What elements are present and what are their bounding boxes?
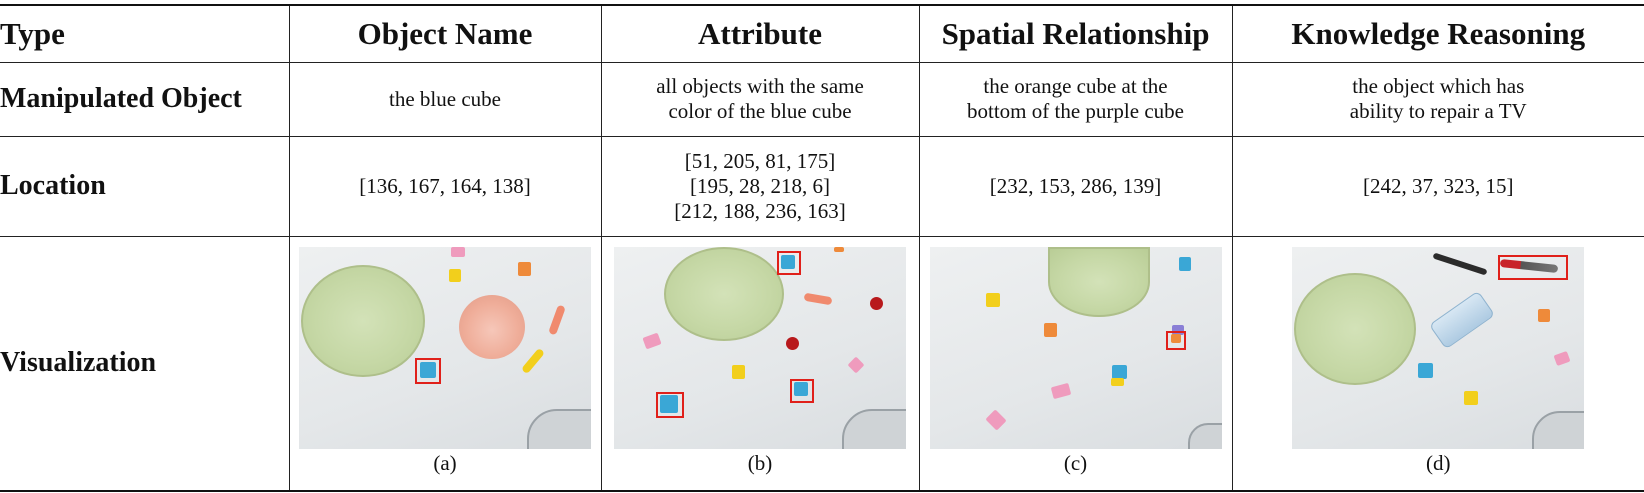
scene-photo-d	[1292, 246, 1585, 449]
text-line: [195, 28, 218, 6]	[690, 173, 830, 198]
pink-block	[984, 408, 1007, 431]
location-label: Location	[0, 135, 290, 237]
water-bottle	[1429, 290, 1496, 349]
orange-cube	[1170, 333, 1181, 343]
manipulated-knowledge-cell: the object which has ability to repair a…	[1231, 61, 1644, 137]
blue-cube	[794, 381, 808, 396]
text-line: [136, 167, 164, 138]	[359, 173, 531, 198]
yellow-cylinder	[520, 347, 546, 374]
yellow-cube	[1110, 377, 1124, 386]
bounding-box	[656, 391, 684, 418]
text-line: ability to repair a TV	[1349, 99, 1527, 123]
pink-block	[1553, 350, 1571, 366]
manipulated-object-row: Manipulated Object the blue cube all obj…	[0, 61, 1644, 137]
visualization-a-cell: (a)	[288, 235, 602, 492]
green-plate	[1294, 272, 1417, 385]
text-line: [232, 153, 286, 139]	[989, 173, 1162, 198]
blue-cube	[781, 254, 795, 269]
scene-photo-a	[299, 246, 591, 449]
text-line: [51, 205, 81, 175]	[684, 148, 836, 173]
text-line: the orange cube at the	[983, 74, 1168, 98]
header-knowledge-reasoning: Knowledge Reasoning	[1231, 4, 1644, 63]
header-object-name: Object Name	[288, 4, 602, 63]
visualization-b-cell: (b)	[600, 235, 920, 492]
robot-base	[1532, 410, 1585, 449]
comparison-table: Type Object Name Attribute Spatial Relat…	[0, 4, 1644, 492]
marker-pen	[1432, 251, 1488, 276]
orange-cube	[834, 246, 844, 252]
header-type: Type	[0, 4, 290, 63]
orange-cylinder	[548, 304, 566, 335]
purple-cube	[1171, 324, 1184, 335]
green-plate	[664, 246, 784, 341]
visualization-row: Visualization (a)	[0, 235, 1644, 492]
yellow-cube	[985, 292, 1000, 307]
scene-photo-b	[614, 246, 906, 449]
green-plate	[301, 264, 425, 377]
text-line: all objects with the same	[656, 74, 864, 98]
blue-cube	[660, 394, 678, 413]
visualization-c-cell: (c)	[918, 235, 1233, 492]
manipulated-object-label: Manipulated Object	[0, 61, 290, 137]
bounding-box	[1165, 330, 1186, 350]
orange-cube	[518, 261, 531, 276]
bounding-box	[777, 250, 801, 275]
header-attribute: Attribute	[600, 4, 920, 63]
orange-cube	[1538, 308, 1551, 322]
pink-block	[642, 332, 662, 349]
location-spatial-cell: [232, 153, 286, 139]	[918, 135, 1233, 237]
location-row: Location [136, 167, 164, 138] [51, 205, …	[0, 135, 1644, 237]
orange-cylinder	[803, 292, 833, 305]
text-line: bottom of the purple cube	[967, 99, 1184, 123]
pink-block	[847, 356, 865, 373]
scene-photo-c	[929, 246, 1222, 449]
text-line: the object which has	[1352, 74, 1525, 98]
pink-bowl	[459, 294, 525, 359]
caption-d: (d)	[1426, 450, 1451, 475]
blue-cube	[1178, 256, 1191, 271]
header-spatial-relationship: Spatial Relationship	[918, 4, 1233, 63]
red-ball	[786, 336, 799, 350]
green-plate	[1047, 246, 1150, 317]
robot-base	[842, 408, 906, 449]
blue-cube	[1111, 364, 1127, 379]
yellow-cube	[732, 364, 745, 379]
text-line: color of the blue cube	[668, 99, 852, 123]
yellow-cube	[1464, 390, 1479, 405]
visualization-d-cell: (d)	[1231, 235, 1644, 492]
caption-a: (a)	[433, 450, 457, 475]
pink-block	[1050, 382, 1071, 399]
header-row: Type Object Name Attribute Spatial Relat…	[0, 4, 1644, 63]
text-line: the blue cube	[389, 86, 501, 111]
text-line: [212, 188, 236, 163]	[674, 198, 846, 223]
manipulated-attribute-cell: all objects with the same color of the b…	[600, 61, 920, 137]
caption-c: (c)	[1063, 450, 1088, 475]
manipulated-spatial-cell: the orange cube at the bottom of the pur…	[918, 61, 1233, 137]
robot-base	[1187, 422, 1222, 449]
manipulated-object-name-cell: the blue cube	[288, 61, 602, 137]
bounding-box	[790, 378, 814, 403]
yellow-cube	[449, 268, 461, 282]
location-knowledge-cell: [242, 37, 323, 15]	[1231, 135, 1644, 237]
robot-base	[527, 408, 591, 449]
orange-cube	[1043, 322, 1057, 337]
location-object-name-cell: [136, 167, 164, 138]	[288, 135, 602, 237]
text-line: [242, 37, 323, 15]	[1363, 173, 1514, 198]
caption-b: (b)	[747, 450, 773, 475]
blue-cube	[420, 361, 436, 378]
visualization-label: Visualization	[0, 235, 290, 492]
red-ball	[870, 296, 883, 310]
blue-cube	[1418, 362, 1434, 378]
bounding-box	[1498, 254, 1569, 280]
location-attribute-cell: [51, 205, 81, 175] [195, 28, 218, 6] [21…	[600, 135, 920, 237]
bounding-box	[415, 357, 441, 384]
pink-block	[451, 246, 465, 257]
